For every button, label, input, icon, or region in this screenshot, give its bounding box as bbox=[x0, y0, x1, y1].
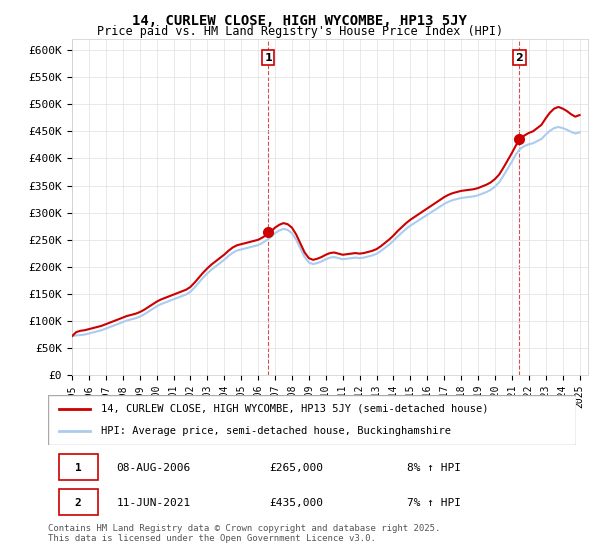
Text: 14, CURLEW CLOSE, HIGH WYCOMBE, HP13 5JY (semi-detached house): 14, CURLEW CLOSE, HIGH WYCOMBE, HP13 5JY… bbox=[101, 404, 488, 414]
FancyBboxPatch shape bbox=[48, 395, 576, 445]
Text: HPI: Average price, semi-detached house, Buckinghamshire: HPI: Average price, semi-detached house,… bbox=[101, 426, 451, 436]
Text: 2: 2 bbox=[515, 53, 523, 63]
Text: £435,000: £435,000 bbox=[270, 498, 324, 507]
Text: 11-JUN-2021: 11-JUN-2021 bbox=[116, 498, 191, 507]
Text: £265,000: £265,000 bbox=[270, 463, 324, 473]
Text: Price paid vs. HM Land Registry's House Price Index (HPI): Price paid vs. HM Land Registry's House … bbox=[97, 25, 503, 38]
Text: Contains HM Land Registry data © Crown copyright and database right 2025.
This d: Contains HM Land Registry data © Crown c… bbox=[48, 524, 440, 543]
Text: 1: 1 bbox=[75, 463, 82, 473]
Text: 8% ↑ HPI: 8% ↑ HPI bbox=[407, 463, 461, 473]
Text: 2: 2 bbox=[75, 498, 82, 507]
FancyBboxPatch shape bbox=[59, 454, 98, 480]
Text: 14, CURLEW CLOSE, HIGH WYCOMBE, HP13 5JY: 14, CURLEW CLOSE, HIGH WYCOMBE, HP13 5JY bbox=[133, 14, 467, 28]
Text: 1: 1 bbox=[265, 53, 272, 63]
FancyBboxPatch shape bbox=[59, 488, 98, 515]
Text: 08-AUG-2006: 08-AUG-2006 bbox=[116, 463, 191, 473]
Text: 7% ↑ HPI: 7% ↑ HPI bbox=[407, 498, 461, 507]
